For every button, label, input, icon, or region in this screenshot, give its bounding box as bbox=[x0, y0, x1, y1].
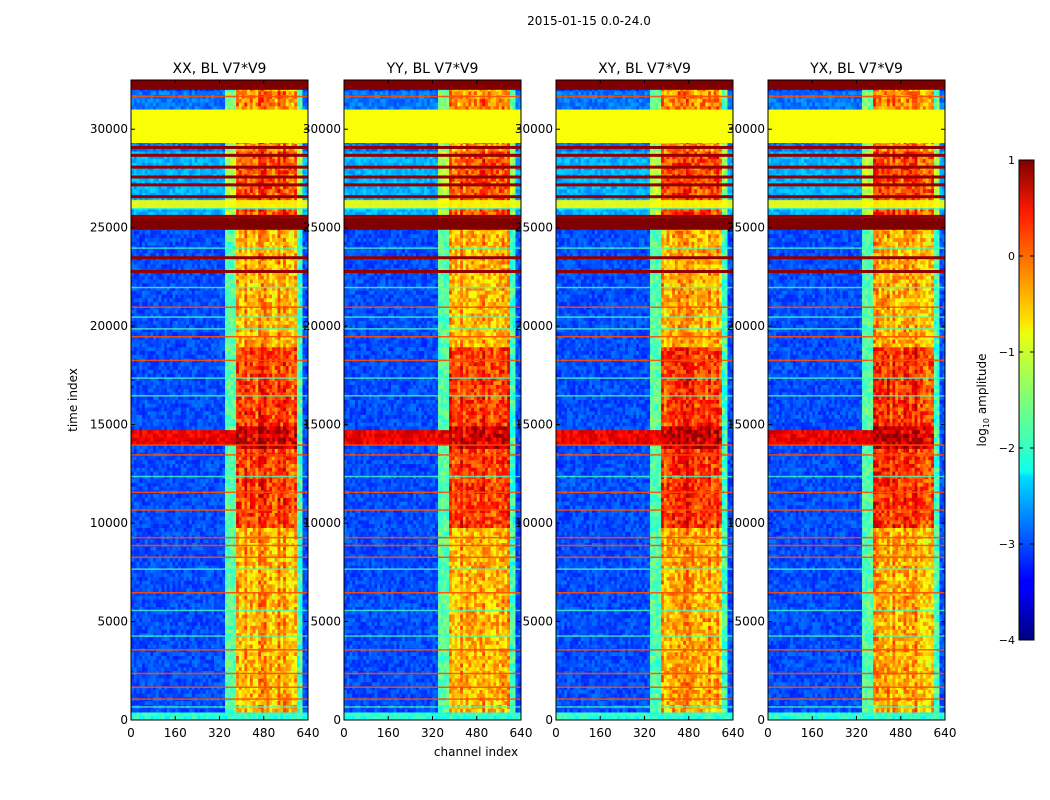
colorbar-label: log10 amplitude bbox=[975, 354, 991, 447]
y-tick-label: 15000 bbox=[303, 418, 341, 432]
panel-title: XX, BL V7*V9 bbox=[173, 61, 267, 77]
x-tick-label: 480 bbox=[252, 726, 275, 740]
colorbar-tick-label: −3 bbox=[999, 538, 1015, 551]
colorbar-label-tail: amplitude bbox=[975, 354, 989, 418]
y-tick-label: 5000 bbox=[522, 615, 553, 629]
heatmap-image bbox=[556, 80, 733, 720]
figure-suptitle: 2015-01-15 0.0-24.0 bbox=[527, 14, 651, 28]
y-tick-label: 5000 bbox=[97, 615, 128, 629]
panel-title: YX, BL V7*V9 bbox=[809, 61, 903, 77]
heatmap-panel-3: XY, BL V7*V9 0 160 320 480 640 0 5000 10000 15000… bbox=[515, 61, 745, 740]
y-tick-label: 10000 bbox=[515, 516, 553, 530]
colorbar-label-sub: 10 bbox=[982, 418, 991, 428]
heatmap-image bbox=[768, 80, 945, 720]
x-tick-label: 160 bbox=[801, 726, 824, 740]
heatmap-panels: XX, BL V7*V9 0 160 320 480 640 0 5000 10000 15000… bbox=[90, 61, 957, 740]
y-tick-label: 30000 bbox=[727, 122, 765, 136]
heatmap-image bbox=[131, 80, 308, 720]
x-tick-label: 320 bbox=[845, 726, 868, 740]
heatmap-panel-2: YY, BL V7*V9 0 160 320 480 640 0 5000 10000 15000… bbox=[303, 61, 533, 740]
x-tick-label: 480 bbox=[465, 726, 488, 740]
x-tick-label: 480 bbox=[889, 726, 912, 740]
x-tick-label: 640 bbox=[510, 726, 533, 740]
y-tick-label: 5000 bbox=[734, 615, 765, 629]
y-tick-label: 15000 bbox=[515, 418, 553, 432]
colorbar-tick-label: −1 bbox=[999, 346, 1015, 359]
heatmap-panel-1: XX, BL V7*V9 0 160 320 480 640 0 5000 10000 15000… bbox=[90, 61, 320, 740]
panel-title: YY, BL V7*V9 bbox=[386, 61, 479, 77]
y-tick-label: 0 bbox=[757, 713, 765, 727]
x-tick-label: 640 bbox=[934, 726, 957, 740]
y-tick-label: 20000 bbox=[727, 319, 765, 333]
y-tick-label: 15000 bbox=[727, 418, 765, 432]
x-tick-label: 640 bbox=[722, 726, 745, 740]
colorbar-tick-label: 0 bbox=[1008, 250, 1015, 263]
y-tick-label: 10000 bbox=[303, 516, 341, 530]
y-tick-label: 25000 bbox=[515, 221, 553, 235]
x-tick-label: 0 bbox=[340, 726, 348, 740]
x-tick-label: 160 bbox=[164, 726, 187, 740]
x-tick-label: 640 bbox=[297, 726, 320, 740]
colorbar: 10−1−2−3−4 log10 amplitude bbox=[975, 154, 1035, 647]
colorbar-ticks: 1 0 −1 −2 −3 −4 bbox=[999, 154, 1034, 647]
x-tick-label: 480 bbox=[677, 726, 700, 740]
x-tick-label: 0 bbox=[127, 726, 135, 740]
panel-title: XY, BL V7*V9 bbox=[598, 61, 691, 77]
colorbar-gradient bbox=[1018, 159, 1035, 641]
colorbar-tick-label: 1 bbox=[1008, 154, 1015, 167]
x-tick-label: 0 bbox=[552, 726, 560, 740]
y-tick-label: 0 bbox=[120, 713, 128, 727]
y-tick-label: 5000 bbox=[310, 615, 341, 629]
y-axis-label: time index bbox=[66, 368, 80, 432]
x-axis-label: channel index bbox=[434, 745, 518, 759]
x-tick-label: 320 bbox=[208, 726, 231, 740]
x-tick-label: 0 bbox=[764, 726, 772, 740]
x-tick-label: 160 bbox=[377, 726, 400, 740]
y-tick-label: 10000 bbox=[90, 516, 128, 530]
heatmap-image bbox=[344, 80, 521, 720]
y-tick-label: 30000 bbox=[90, 122, 128, 136]
heatmap-panel-4: YX, BL V7*V9 0 160 320 480 640 0 5000 10000 15000… bbox=[727, 61, 957, 740]
x-tick-label: 160 bbox=[589, 726, 612, 740]
colorbar-tick-label: −2 bbox=[999, 442, 1015, 455]
y-tick-label: 30000 bbox=[515, 122, 553, 136]
y-tick-label: 20000 bbox=[90, 319, 128, 333]
y-tick-label: 30000 bbox=[303, 122, 341, 136]
y-tick-label: 25000 bbox=[90, 221, 128, 235]
y-tick-label: 10000 bbox=[727, 516, 765, 530]
y-tick-label: 25000 bbox=[727, 221, 765, 235]
y-tick-label: 20000 bbox=[303, 319, 341, 333]
y-tick-label: 25000 bbox=[303, 221, 341, 235]
y-tick-label: 0 bbox=[545, 713, 553, 727]
colorbar-label-main: log bbox=[975, 428, 989, 446]
x-tick-label: 320 bbox=[633, 726, 656, 740]
x-tick-label: 320 bbox=[421, 726, 444, 740]
y-tick-label: 0 bbox=[333, 713, 341, 727]
colorbar-tick-label: −4 bbox=[999, 634, 1015, 647]
y-tick-label: 15000 bbox=[90, 418, 128, 432]
y-tick-label: 20000 bbox=[515, 319, 553, 333]
